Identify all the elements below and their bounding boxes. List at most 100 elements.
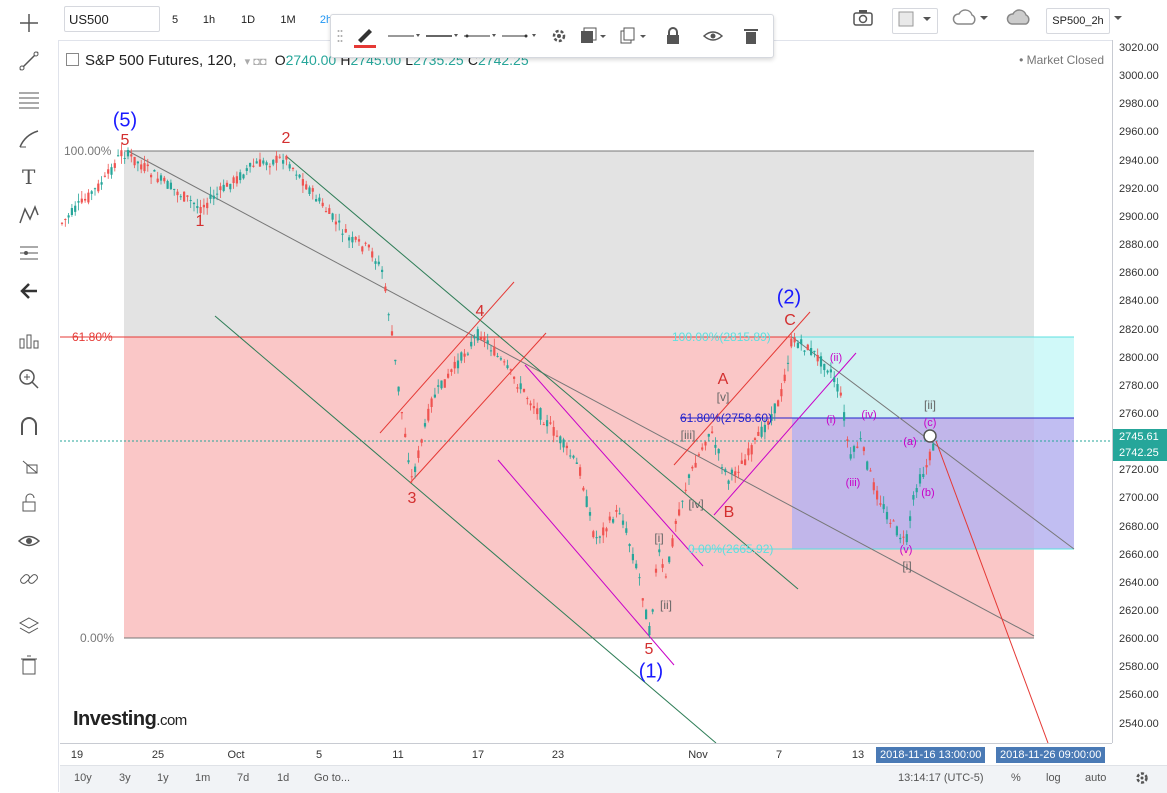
range-7d[interactable]: 7d <box>237 772 250 784</box>
candle-body <box>410 476 413 478</box>
eye-icon[interactable] <box>14 526 44 556</box>
candle-body <box>915 488 918 493</box>
percent-toggle[interactable]: % <box>1011 772 1021 784</box>
goto-button[interactable]: Go to... <box>314 772 351 784</box>
time-tick: 7 <box>775 749 783 761</box>
range-1y[interactable]: 1y <box>157 772 169 784</box>
candle-body <box>275 155 278 163</box>
crosshair-icon[interactable] <box>14 8 44 38</box>
candle-body <box>196 206 199 209</box>
price-tick: 2600.00 <box>1119 633 1159 646</box>
candle-body <box>67 215 70 218</box>
market-status: • Market Closed <box>1019 53 1104 67</box>
price-candles <box>60 143 935 638</box>
interval-2h[interactable]: 2h <box>319 14 333 26</box>
pencil-color-icon[interactable] <box>349 23 381 49</box>
range-1m[interactable]: 1m <box>195 772 211 784</box>
settings-gear-icon[interactable] <box>547 23 571 49</box>
drag-handle-icon[interactable] <box>335 23 345 49</box>
candle-body <box>503 361 506 363</box>
candle-body <box>595 537 598 539</box>
trendline-green-upper <box>285 155 799 590</box>
candle-body <box>278 156 281 158</box>
delete-drawing-icon[interactable] <box>739 23 763 49</box>
collapse-legend-icon[interactable] <box>66 53 79 66</box>
camera-icon[interactable] <box>848 8 878 32</box>
text-tool-icon[interactable]: T <box>14 162 44 192</box>
legend-settings-icon[interactable]: ▾ ◘◘ <box>244 56 267 68</box>
candle-body <box>150 174 153 178</box>
price-tick: 2840.00 <box>1119 295 1159 308</box>
candle-body <box>777 400 780 407</box>
trend-line-icon[interactable] <box>14 46 44 76</box>
line-ends[interactable] <box>463 23 499 49</box>
chart-settings-icon[interactable] <box>1134 769 1150 790</box>
line-width[interactable] <box>425 23 461 49</box>
color-picker[interactable] <box>892 8 938 34</box>
candle-body <box>645 609 648 620</box>
measure-icon[interactable] <box>14 326 44 356</box>
candle-body <box>374 261 377 264</box>
interval-1m[interactable]: 1M <box>280 14 296 26</box>
link-icon[interactable] <box>14 564 44 594</box>
lock-drawing-icon[interactable] <box>14 450 44 480</box>
candle-body <box>258 159 262 167</box>
range-10y[interactable]: 10y <box>74 772 92 784</box>
legend-title: S&P 500 Futures, 120, <box>85 52 237 69</box>
candle-body <box>658 549 661 553</box>
auto-toggle[interactable]: auto <box>1085 772 1107 784</box>
candle-body <box>315 198 318 202</box>
range-1d[interactable]: 1d <box>277 772 290 784</box>
clock-display[interactable]: 13:14:17 (UTC-5) <box>898 772 984 784</box>
magnet-icon[interactable] <box>14 412 44 442</box>
price-tick: 2900.00 <box>1119 210 1159 223</box>
fib-retracement-icon[interactable] <box>14 84 44 114</box>
interval-1h[interactable]: 1h <box>202 14 216 26</box>
range-3y[interactable]: 3y <box>119 772 131 784</box>
visibility-eye-icon[interactable] <box>701 23 725 49</box>
interval-1d[interactable]: 1D <box>240 14 256 26</box>
zoom-in-icon[interactable] <box>14 364 44 394</box>
log-toggle[interactable]: log <box>1046 772 1061 784</box>
candle-body <box>242 174 245 179</box>
chart-area[interactable]: S&P 500 Futures, 120, ▾ ◘◘ O2740.00 H274… <box>60 40 1112 744</box>
unlock-icon[interactable] <box>14 488 44 518</box>
pattern-icon[interactable] <box>14 200 44 230</box>
brush-icon[interactable] <box>14 124 44 154</box>
candle-body <box>272 159 275 165</box>
line-style-solid[interactable] <box>387 23 423 49</box>
visual-order-icon[interactable] <box>577 23 609 49</box>
candle-body <box>727 480 730 484</box>
price-chart[interactable] <box>60 40 1112 744</box>
interval-5m[interactable]: 5 <box>171 14 179 26</box>
layers-icon[interactable] <box>14 612 44 642</box>
arrow-left-icon[interactable] <box>14 276 44 306</box>
layout-dropdown-icon[interactable] <box>1110 8 1126 32</box>
candle-body <box>473 336 476 339</box>
candle-body <box>767 421 770 425</box>
lock-icon[interactable] <box>661 23 685 49</box>
candle-body <box>282 160 285 164</box>
cloud-save-icon[interactable] <box>1002 8 1042 32</box>
price-axis[interactable]: 3020.00 3000.00 2980.00 2960.00 2940.00 2920.… <box>1112 40 1167 743</box>
investing-watermark: Investing.com <box>73 708 187 731</box>
price-tick: 2720.00 <box>1119 464 1159 477</box>
candle-body <box>823 363 826 371</box>
time-axis[interactable]: 19 25 Oct 5 11 17 23 Nov 7 13 2018-11-16… <box>60 743 1112 766</box>
candle-body <box>833 377 836 383</box>
candle-body <box>932 443 935 451</box>
symbol-search[interactable]: US500 <box>64 6 160 32</box>
fib-label-100: 100.00% <box>64 144 112 158</box>
cloud-load-icon[interactable] <box>948 8 992 32</box>
price-tick: 2680.00 <box>1119 520 1159 533</box>
candle-body <box>714 444 717 448</box>
candle-body <box>866 461 869 470</box>
trash-icon[interactable] <box>14 650 44 680</box>
line-extend[interactable] <box>501 23 541 49</box>
clone-icon[interactable] <box>617 23 651 49</box>
prediction-icon[interactable] <box>14 238 44 268</box>
wave-iii-mag: (iii) <box>845 477 861 489</box>
candle-body <box>608 516 611 521</box>
candle-body <box>390 331 394 336</box>
layout-name[interactable]: SP500_2h <box>1046 8 1110 34</box>
